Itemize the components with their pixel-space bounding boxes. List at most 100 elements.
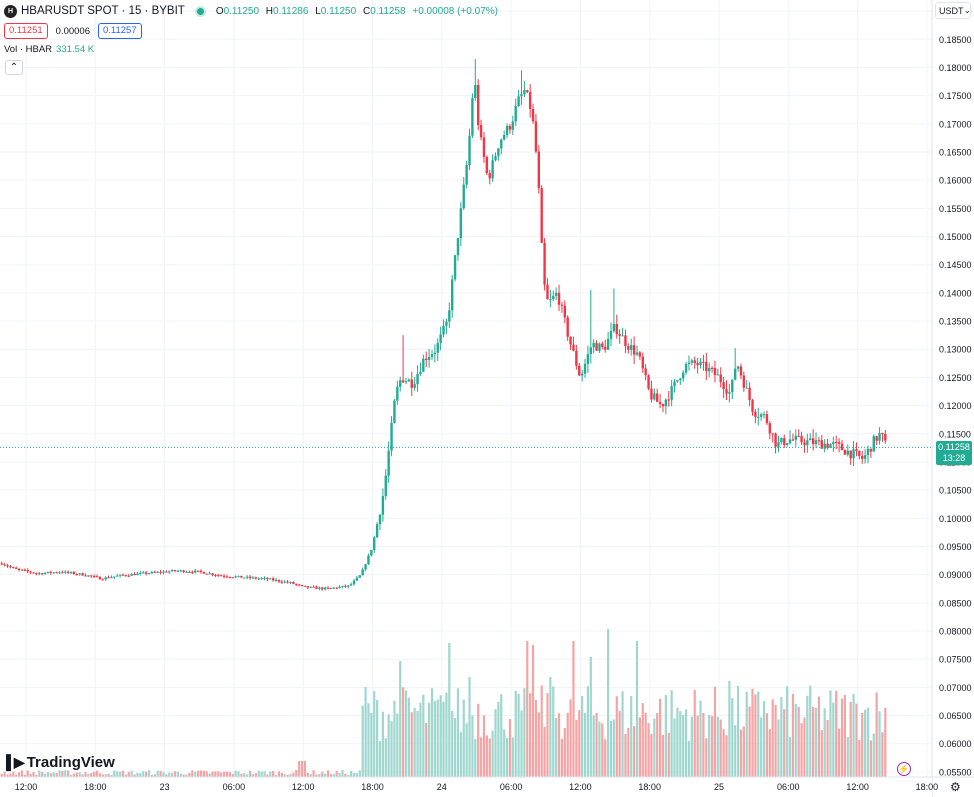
x-tick-label: 06:00	[223, 782, 246, 792]
volume-bar	[557, 713, 561, 777]
candle-body	[872, 436, 875, 452]
candle-body	[517, 96, 520, 107]
volume-bar	[690, 716, 693, 777]
volume-bar	[179, 773, 182, 777]
candle-body	[419, 371, 422, 374]
candle-body	[502, 134, 506, 140]
volume-bar	[670, 690, 673, 777]
volume-bar	[638, 717, 641, 777]
volume-bar	[289, 773, 292, 777]
volume-bar	[237, 771, 240, 777]
volume-bar	[309, 773, 312, 777]
volume-bar	[121, 770, 125, 777]
candle-body	[627, 346, 630, 350]
y-tick-label: 0.10500	[939, 486, 972, 496]
volume-bar	[119, 771, 122, 777]
volume-bar	[609, 721, 613, 777]
candle-body	[222, 575, 226, 577]
y-tick-label: 0.10000	[939, 514, 972, 524]
volume-bar	[58, 770, 61, 777]
candle-body	[676, 380, 679, 382]
volume-bar	[589, 657, 592, 777]
candle-body	[563, 305, 567, 318]
volume-bar	[710, 716, 714, 777]
collapse-legend-button[interactable]: ⌃	[5, 60, 23, 75]
quote-row: 0.11251 0.00006 0.11257	[4, 23, 142, 39]
price-axis-bg	[932, 0, 974, 797]
volume-bar	[292, 772, 295, 777]
candle-body	[583, 363, 587, 374]
volume-bar	[840, 698, 844, 777]
volume-bar	[569, 699, 572, 777]
volume-bar	[283, 774, 286, 777]
volume-bar	[578, 710, 581, 777]
volume-bar	[705, 738, 708, 777]
candle-body	[168, 571, 171, 573]
x-tick-label: 12:00	[15, 782, 38, 792]
volume-bar	[396, 713, 399, 777]
volume-bar	[55, 772, 58, 777]
candle-body	[791, 439, 795, 441]
volume-bar	[861, 713, 864, 777]
volume-bar	[220, 772, 223, 777]
candle-body	[133, 574, 136, 576]
candle-body	[713, 368, 717, 376]
volume-bar	[231, 774, 234, 777]
candle-body	[837, 442, 841, 444]
volume-bar	[425, 723, 428, 777]
volume-bar	[156, 770, 159, 777]
volume-bar	[26, 770, 29, 777]
candle-body	[436, 343, 439, 353]
candle-body	[618, 334, 621, 336]
candle-body	[630, 345, 633, 350]
symbol-title[interactable]: HBARUSDT SPOT · 15 · BYBIT	[21, 5, 185, 17]
volume-bar	[3, 771, 6, 777]
candle-body	[219, 575, 223, 577]
volume-bar	[124, 774, 128, 777]
candle-body	[757, 416, 760, 418]
candle-body	[95, 576, 99, 578]
volume-bar	[661, 734, 665, 777]
tradingview-logo[interactable]: ▌▶ TradingView	[6, 754, 115, 771]
currency-selector[interactable]: USDT ⌄	[935, 2, 971, 19]
candle-body	[728, 392, 731, 394]
candle-body	[274, 579, 278, 581]
candle-body	[488, 173, 491, 179]
lightning-icon[interactable]: ⚡	[897, 762, 911, 776]
candle-body	[257, 578, 260, 580]
volume-bar	[257, 770, 260, 777]
gear-icon[interactable]: ⚙	[950, 780, 961, 794]
buy-price-button[interactable]: 0.11257	[97, 23, 142, 39]
volume-legend[interactable]: Vol · HBAR 331.54 K	[4, 44, 94, 55]
volume-bar	[211, 771, 214, 777]
candle-body	[881, 433, 884, 435]
volume-bar	[147, 770, 151, 777]
volume-bar	[286, 774, 289, 777]
candle-body	[266, 578, 269, 580]
candle-body	[858, 450, 861, 456]
volume-bar	[719, 719, 722, 777]
volume-bar	[228, 772, 231, 777]
sell-price-button[interactable]: 0.11251	[4, 23, 48, 39]
candle-body	[118, 574, 122, 576]
candle-body	[612, 324, 616, 332]
candle-body	[803, 442, 806, 446]
candle-body	[635, 352, 639, 355]
candle-body	[667, 399, 670, 401]
volume-bar	[69, 774, 73, 777]
candle-body	[465, 165, 468, 185]
candles	[0, 58, 887, 591]
candle-body	[653, 393, 656, 400]
candle-body	[733, 368, 737, 380]
market-status-icon[interactable]	[196, 7, 204, 15]
volume-bar	[350, 770, 353, 777]
volume-bar	[875, 692, 878, 777]
volume-bar	[300, 761, 304, 777]
ohlc-change: +0.00008 (+0.07%)	[412, 5, 498, 17]
volume-bar	[529, 693, 532, 777]
volume-bar	[81, 774, 84, 777]
candle-body	[814, 440, 818, 445]
candle-body	[81, 573, 84, 576]
candle-body	[147, 573, 151, 575]
